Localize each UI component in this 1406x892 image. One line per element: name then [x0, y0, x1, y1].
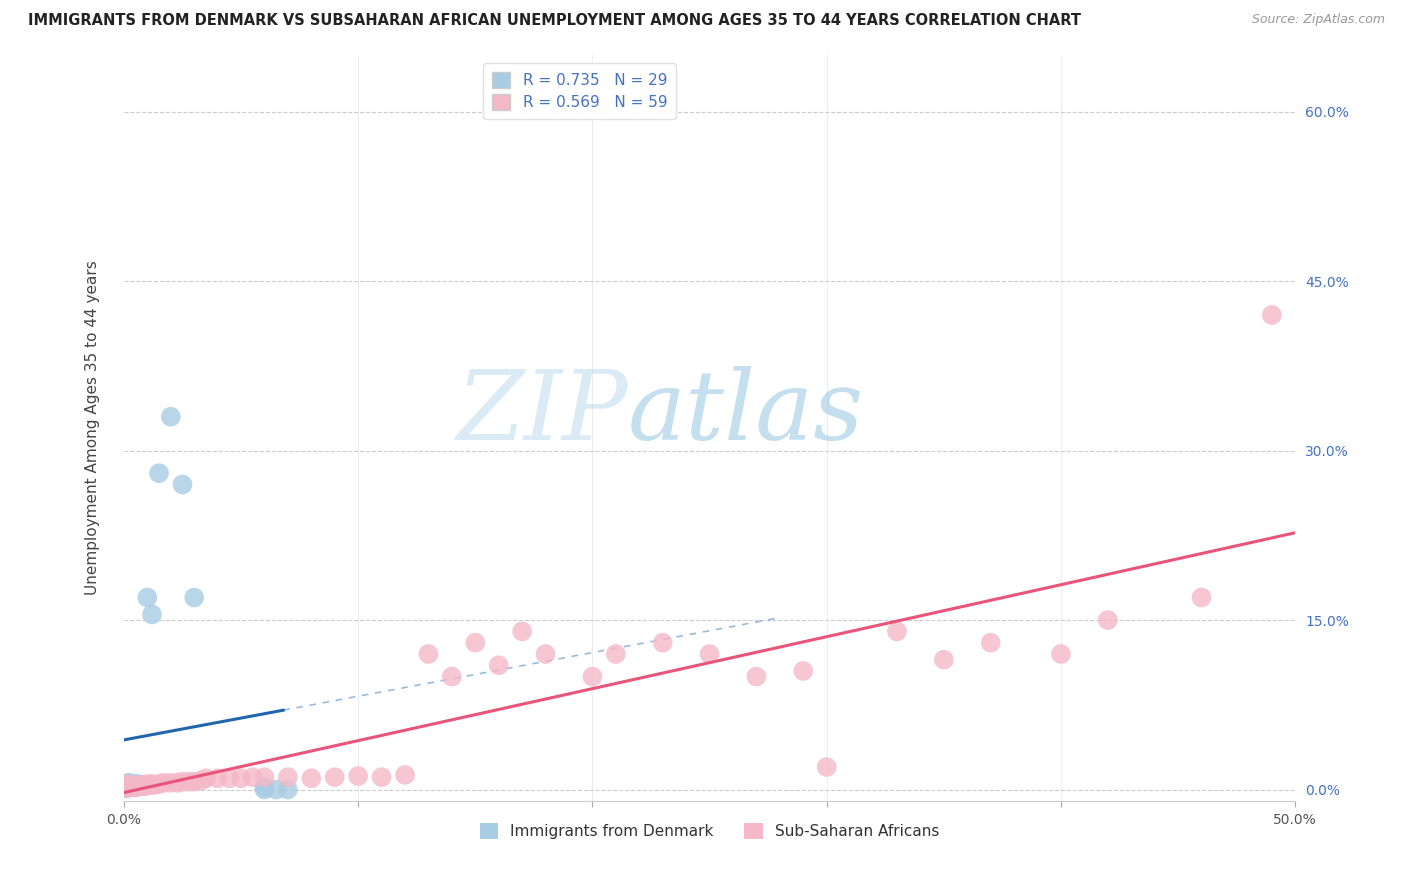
Point [253, 780, 276, 795]
Point [120, 778, 142, 792]
Point [122, 777, 145, 791]
Point [510, 624, 533, 639]
Point [464, 636, 486, 650]
Y-axis label: Unemployment Among Ages 35 to 44 years: Unemployment Among Ages 35 to 44 years [86, 260, 100, 595]
Text: ZIP: ZIP [456, 366, 627, 460]
Point [136, 591, 159, 605]
Point [124, 780, 146, 795]
Point [183, 591, 205, 605]
Point [138, 778, 160, 792]
Point [117, 778, 139, 792]
Point [136, 777, 159, 791]
Point [120, 778, 142, 792]
Point [745, 670, 768, 684]
Point [581, 670, 603, 684]
Point [207, 772, 229, 786]
Point [323, 770, 346, 784]
Point [115, 777, 138, 791]
Point [651, 636, 673, 650]
Point [127, 778, 149, 792]
Point [117, 776, 139, 790]
Point [152, 776, 174, 790]
Point [792, 664, 814, 678]
Point [124, 778, 146, 792]
Point [394, 768, 416, 782]
Point [1097, 613, 1119, 627]
Point [253, 782, 276, 797]
Point [194, 772, 217, 786]
Point [1050, 647, 1073, 661]
Point [129, 779, 152, 793]
Point [242, 770, 264, 784]
Point [299, 772, 322, 786]
Point [122, 779, 145, 793]
Point [117, 778, 139, 792]
Point [166, 776, 188, 790]
Point [440, 670, 463, 684]
Point [980, 636, 1002, 650]
Point [218, 772, 240, 786]
Point [120, 777, 142, 791]
Point [229, 772, 252, 786]
Point [115, 781, 138, 796]
Point [148, 777, 170, 791]
Point [120, 780, 142, 795]
Point [370, 770, 392, 784]
Point [127, 777, 149, 791]
Point [115, 778, 138, 792]
Legend: Immigrants from Denmark, Sub-Saharan Africans: Immigrants from Denmark, Sub-Saharan Afr… [474, 817, 945, 846]
Point [159, 409, 181, 424]
Point [127, 779, 149, 793]
Point [815, 760, 838, 774]
Point [1261, 308, 1284, 322]
Point [172, 774, 194, 789]
Point [148, 467, 170, 481]
Point [183, 774, 205, 789]
Point [534, 647, 557, 661]
Point [699, 647, 721, 661]
Point [129, 778, 152, 792]
Point [115, 780, 138, 795]
Point [418, 647, 440, 661]
Point [117, 779, 139, 793]
Point [141, 607, 163, 622]
Text: Source: ZipAtlas.com: Source: ZipAtlas.com [1251, 13, 1385, 27]
Point [127, 779, 149, 793]
Point [488, 658, 510, 673]
Point [117, 780, 139, 795]
Point [120, 780, 142, 795]
Point [131, 778, 153, 792]
Point [124, 779, 146, 793]
Point [190, 773, 212, 788]
Point [131, 779, 153, 793]
Point [172, 477, 194, 491]
Point [134, 779, 156, 793]
Point [264, 782, 287, 797]
Text: atlas: atlas [627, 366, 863, 460]
Point [1191, 591, 1213, 605]
Point [179, 774, 201, 789]
Point [605, 647, 627, 661]
Point [143, 778, 166, 792]
Point [117, 780, 139, 795]
Point [159, 776, 181, 790]
Point [886, 624, 908, 639]
Point [253, 770, 276, 784]
Point [277, 770, 299, 784]
Point [124, 779, 146, 793]
Point [277, 782, 299, 797]
Text: IMMIGRANTS FROM DENMARK VS SUBSAHARAN AFRICAN UNEMPLOYMENT AMONG AGES 35 TO 44 Y: IMMIGRANTS FROM DENMARK VS SUBSAHARAN AF… [28, 13, 1081, 29]
Point [122, 780, 145, 795]
Point [347, 769, 370, 783]
Point [141, 777, 163, 791]
Point [932, 653, 955, 667]
Point [115, 779, 138, 793]
Point [122, 779, 145, 793]
Point [124, 780, 146, 795]
